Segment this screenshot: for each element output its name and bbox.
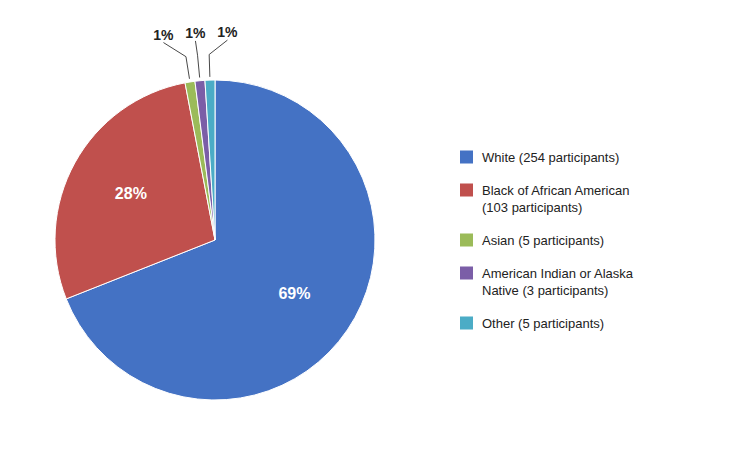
legend-label-line: American Indian or Alaska — [482, 266, 634, 281]
legend-label: Other (5 participants) — [482, 316, 604, 331]
data-label: 1% — [185, 25, 206, 41]
connector-line — [209, 40, 227, 77]
data-label: 1% — [153, 27, 174, 43]
legend-swatch — [460, 184, 473, 197]
slices — [55, 80, 375, 400]
legend-label-line: Other (5 participants) — [482, 316, 604, 331]
chart: 69% 28% 1% 1% 1% White (254 participants) Blac… — [0, 0, 752, 453]
legend-swatch — [460, 151, 473, 164]
background — [0, 0, 752, 453]
legend-swatch — [460, 317, 473, 330]
legend-label: American Indian or Alaska Native (3 parti… — [482, 266, 634, 298]
legend-label: Black of African American (103 participan… — [482, 183, 629, 215]
data-label: 69% — [278, 285, 310, 302]
legend-label-line: White (254 participants) — [482, 150, 619, 165]
chart-container: 69% 28% 1% 1% 1% White (254 participants) Blac… — [0, 0, 752, 453]
legend-label: Asian (5 participants) — [482, 233, 604, 248]
legend-label-line: Asian (5 participants) — [482, 233, 604, 248]
legend-swatch — [460, 234, 473, 247]
legend-label-line: Black of African American — [482, 183, 629, 198]
slice — [205, 80, 215, 240]
slice — [195, 80, 215, 240]
legend-label: White (254 participants) — [482, 150, 619, 165]
legend: White (254 participants) Black of African… — [460, 150, 634, 331]
legend-label-line: (103 participants) — [482, 200, 582, 215]
connector-line — [195, 41, 199, 78]
data-label: 1% — [217, 24, 238, 40]
data-label: 28% — [115, 185, 147, 202]
legend-swatch — [460, 267, 473, 280]
connector-line — [163, 43, 189, 79]
data-labels: 69% 28% 1% 1% 1% — [115, 24, 311, 302]
legend-label-line: Native (3 participants) — [482, 283, 608, 298]
